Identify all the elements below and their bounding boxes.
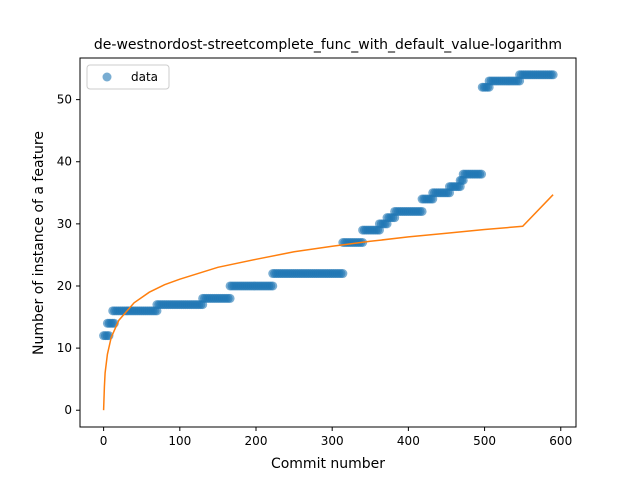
x-tick-label: 600 xyxy=(549,434,572,448)
data-point xyxy=(268,281,278,291)
y-axis-label: Number of instance of a feature xyxy=(31,131,47,355)
data-point xyxy=(417,206,427,216)
x-tick-label: 100 xyxy=(168,434,191,448)
x-tick-label: 300 xyxy=(321,434,344,448)
legend-box xyxy=(86,64,170,90)
y-tick-label: 40 xyxy=(57,155,72,169)
plot-area: 0 100 200 300 400 500 600 0 10 20 30 40 50 data xyxy=(57,57,577,448)
data-point xyxy=(338,269,348,279)
legend-label: data xyxy=(131,70,158,84)
x-axis-label: Commit number xyxy=(271,456,385,472)
data-point xyxy=(548,70,558,80)
x-tick-label: 500 xyxy=(473,434,496,448)
y-tick-label: 0 xyxy=(64,403,72,417)
data-point xyxy=(225,293,235,303)
x-tick-label: 0 xyxy=(100,434,108,448)
y-tick-label: 50 xyxy=(57,93,72,107)
x-tick-label: 400 xyxy=(397,434,420,448)
y-tick-label: 10 xyxy=(57,341,72,355)
fit-line xyxy=(102,194,554,411)
data-point xyxy=(477,169,487,179)
legend-marker xyxy=(102,72,112,82)
axes-frame xyxy=(79,57,577,428)
chart-title: de-westnordost-streetcomplete_func_with_… xyxy=(94,37,562,53)
x-tick-label: 200 xyxy=(245,434,268,448)
y-tick-label: 20 xyxy=(57,279,72,293)
y-tick-label: 30 xyxy=(57,217,72,231)
